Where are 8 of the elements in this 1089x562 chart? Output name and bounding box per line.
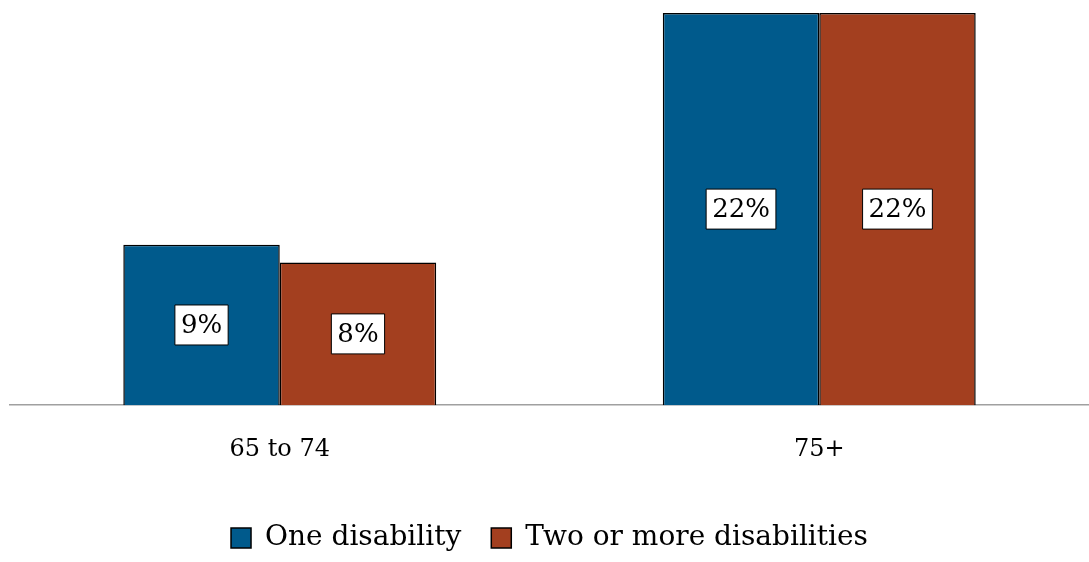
data-label: 8% (337, 317, 379, 348)
x-tick-label: 75+ (793, 433, 845, 462)
legend-label: One disability (265, 519, 462, 553)
data-label: 22% (868, 192, 927, 223)
data-label: 9% (180, 308, 223, 339)
data-label: 22% (712, 192, 770, 223)
x-tick-label: 65 to 74 (229, 433, 330, 462)
legend-label: Two or more disabilities (525, 519, 868, 553)
